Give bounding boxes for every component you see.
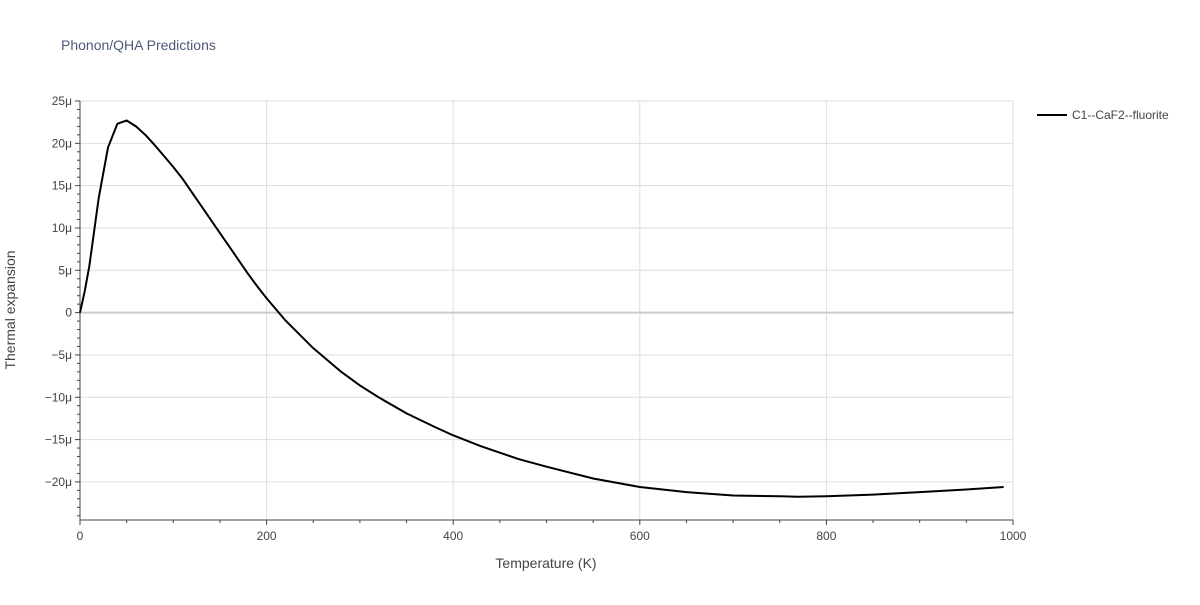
grid-lines	[80, 100, 1014, 520]
y-tick-label: 25μ	[52, 94, 72, 108]
x-tick-label: 600	[630, 529, 650, 543]
series-line[interactable]	[79, 119, 1004, 498]
y-tick-label: 10μ	[52, 221, 72, 235]
y-tick-label: −5μ	[51, 348, 72, 362]
x-tick-label: 400	[443, 529, 463, 543]
y-tick-label: 0	[65, 306, 72, 320]
y-tick-label: 15μ	[52, 179, 72, 193]
chart-title: Phonon/QHA Predictions	[61, 37, 216, 53]
y-tick-label: −15μ	[45, 433, 72, 447]
y-tick-label: 5μ	[58, 263, 72, 277]
x-tick-label: 0	[77, 529, 84, 543]
series-lines	[79, 119, 1004, 498]
y-tick-label: 20μ	[52, 136, 72, 150]
tick-labels: 0 200 400 600 800 1000 25μ 20μ 15μ 10μ 5μ 0 −5μ −10μ −…	[45, 94, 1027, 543]
x-tick-label: 800	[816, 529, 836, 543]
y-axis-title: Thermal expansion	[2, 250, 18, 369]
y-tick-label: −20μ	[45, 475, 72, 489]
y-tick-label: −10μ	[45, 390, 72, 404]
x-tick-label: 200	[257, 529, 277, 543]
legend[interactable]: C1--CaF2--fluorite	[1037, 108, 1169, 122]
legend-label[interactable]: C1--CaF2--fluorite	[1072, 108, 1169, 122]
x-tick-label: 1000	[1000, 529, 1027, 543]
x-axis-title: Temperature (K)	[495, 555, 596, 571]
